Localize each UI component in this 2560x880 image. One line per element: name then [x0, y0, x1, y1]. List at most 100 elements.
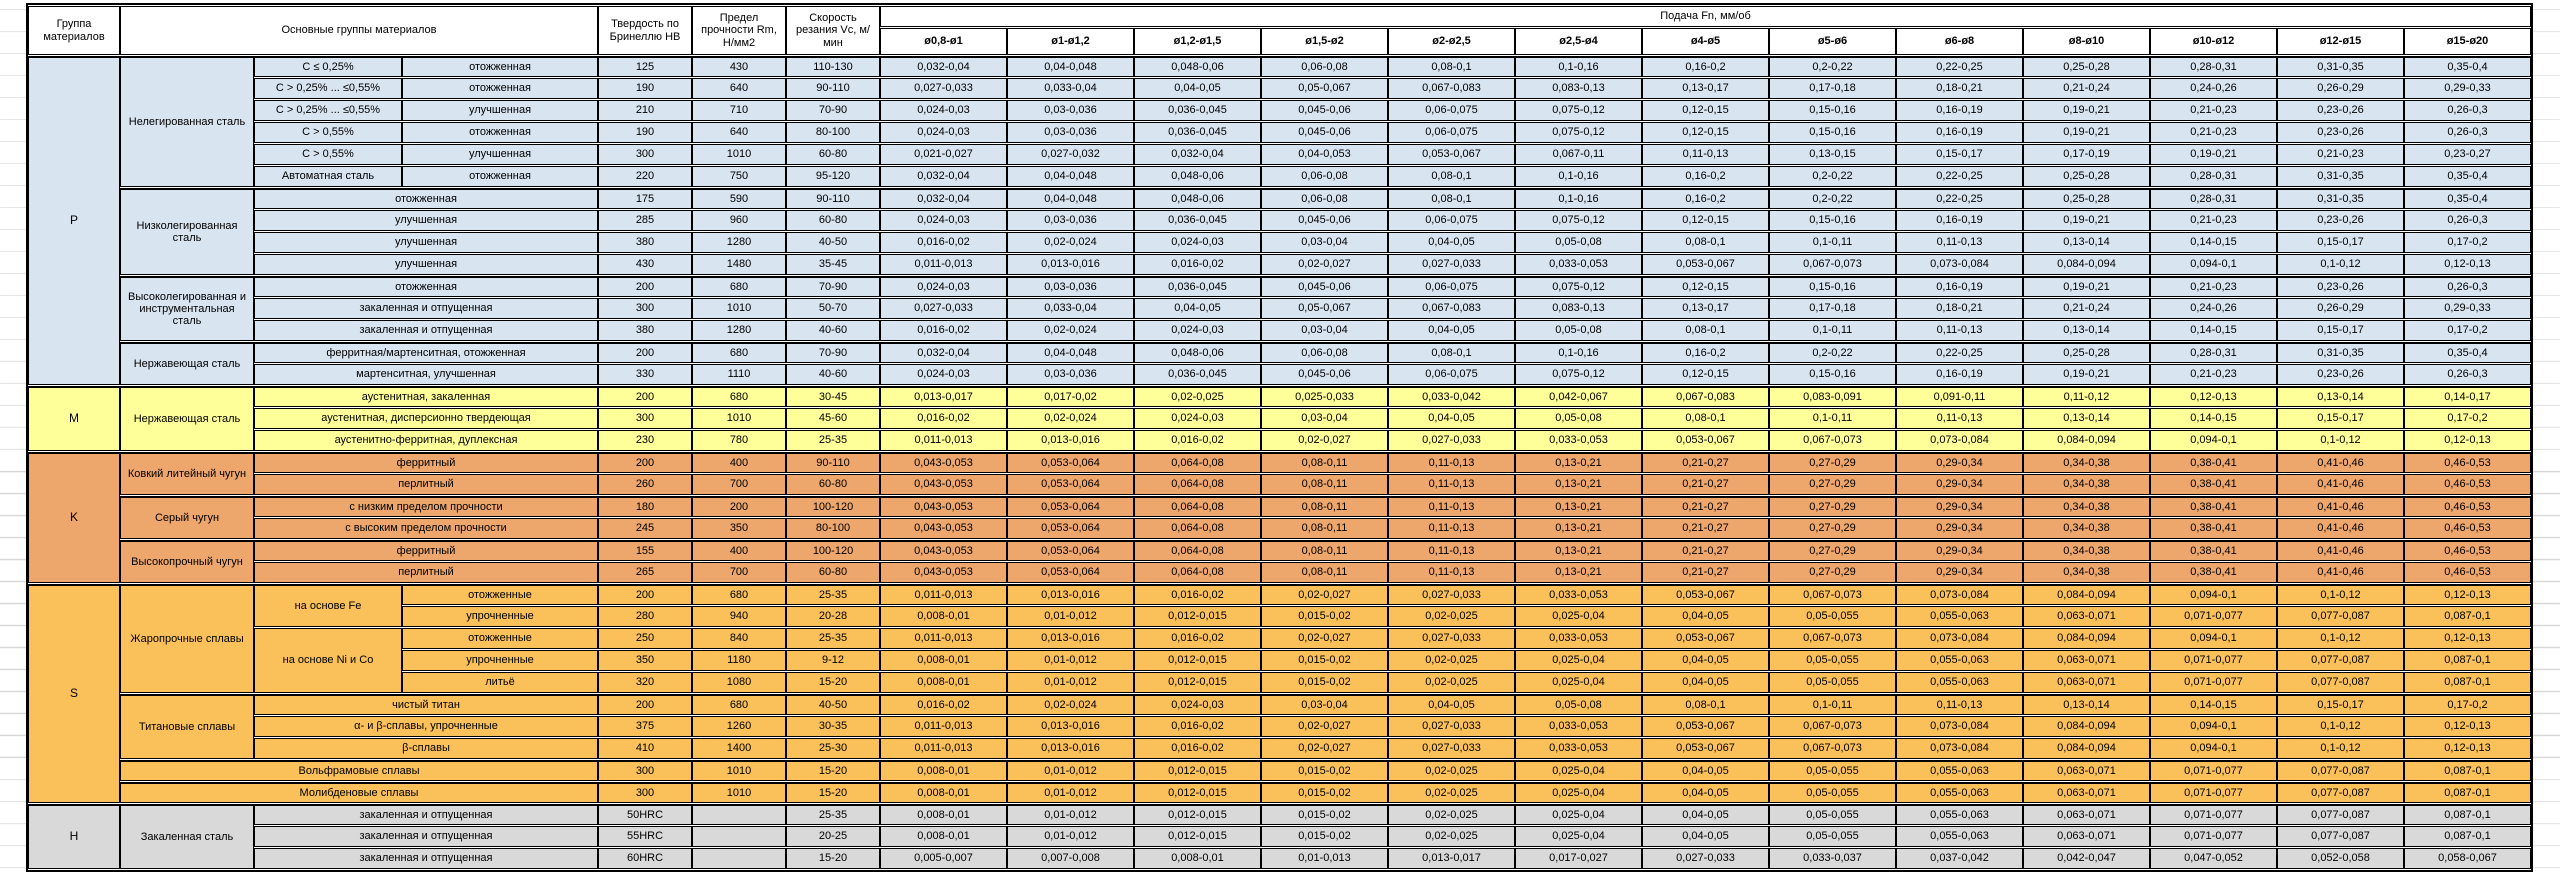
feed-value[interactable]: 0,084-0,094	[2023, 254, 2150, 275]
feed-value[interactable]: 0,02-0,025	[1388, 672, 1515, 693]
feed-value[interactable]: 0,094-0,1	[2150, 738, 2277, 759]
material-state[interactable]: закаленная и отпущенная	[254, 804, 598, 825]
feed-value[interactable]: 0,011-0,013	[880, 430, 1007, 451]
feed-value[interactable]: 0,087-0,1	[2404, 672, 2531, 693]
cutting-speed-value[interactable]: 70-90	[786, 276, 880, 297]
material-subtype[interactable]: C > 0,25% ... ≤0,55%	[254, 78, 402, 99]
strength-value[interactable]: 680	[692, 584, 786, 605]
feed-value[interactable]: 0,012-0,015	[1134, 826, 1261, 847]
feed-value[interactable]: 0,05-0,067	[1261, 298, 1388, 319]
feed-value[interactable]: 0,1-0,11	[1769, 232, 1896, 253]
strength-value[interactable]: 1010	[692, 760, 786, 781]
material-state[interactable]: упрочненные	[402, 650, 598, 671]
feed-diameter-header[interactable]: ø6-ø8	[1896, 28, 2023, 55]
cutting-speed-value[interactable]: 40-60	[786, 320, 880, 341]
feed-value[interactable]: 0,015-0,02	[1261, 782, 1388, 803]
feed-value[interactable]: 0,015-0,02	[1261, 826, 1388, 847]
feed-value[interactable]: 0,013-0,016	[1007, 738, 1134, 759]
feed-value[interactable]: 0,05-0,055	[1769, 650, 1896, 671]
feed-value[interactable]: 0,012-0,015	[1134, 672, 1261, 693]
feed-value[interactable]: 0,043-0,053	[880, 474, 1007, 495]
feed-value[interactable]: 0,15-0,16	[1769, 276, 1896, 297]
feed-value[interactable]: 0,013-0,017	[1388, 848, 1515, 869]
feed-value[interactable]: 0,015-0,02	[1261, 650, 1388, 671]
feed-value[interactable]: 0,01-0,012	[1007, 760, 1134, 781]
feed-value[interactable]: 0,027-0,033	[1388, 584, 1515, 605]
material-family[interactable]: Нержавеющая сталь	[120, 386, 254, 451]
feed-value[interactable]: 0,008-0,01	[880, 760, 1007, 781]
material-family[interactable]: Нержавеющая сталь	[120, 342, 254, 385]
feed-value[interactable]: 0,04-0,05	[1134, 78, 1261, 99]
feed-value[interactable]: 0,016-0,02	[880, 694, 1007, 715]
material-state[interactable]: улучшенная	[402, 100, 598, 121]
feed-value[interactable]: 0,075-0,12	[1515, 100, 1642, 121]
material-family[interactable]: Низколегированная сталь	[120, 188, 254, 275]
feed-value[interactable]: 0,46-0,53	[2404, 540, 2531, 561]
feed-value[interactable]: 0,29-0,34	[1896, 474, 2023, 495]
feed-value[interactable]: 0,02-0,025	[1388, 782, 1515, 803]
material-state[interactable]: отожженные	[402, 628, 598, 649]
feed-value[interactable]: 0,05-0,08	[1515, 320, 1642, 341]
feed-diameter-header[interactable]: ø1-ø1,2	[1007, 28, 1134, 55]
feed-value[interactable]: 0,053-0,067	[1642, 254, 1769, 275]
feed-value[interactable]: 0,08-0,1	[1642, 694, 1769, 715]
feed-value[interactable]: 0,05-0,08	[1515, 694, 1642, 715]
feed-value[interactable]: 0,043-0,053	[880, 452, 1007, 473]
feed-value[interactable]: 0,094-0,1	[2150, 628, 2277, 649]
strength-value[interactable]: 960	[692, 210, 786, 231]
cutting-speed-value[interactable]: 30-45	[786, 386, 880, 407]
hardness-value[interactable]: 60HRC	[598, 848, 692, 869]
feed-value[interactable]: 0,033-0,04	[1007, 298, 1134, 319]
feed-value[interactable]: 0,025-0,033	[1261, 386, 1388, 407]
feed-value[interactable]: 0,073-0,084	[1896, 430, 2023, 451]
feed-value[interactable]: 0,02-0,024	[1007, 694, 1134, 715]
feed-value[interactable]: 0,29-0,34	[1896, 562, 2023, 583]
feed-value[interactable]: 0,21-0,27	[1642, 518, 1769, 539]
feed-value[interactable]: 0,02-0,024	[1007, 320, 1134, 341]
cutting-speed-value[interactable]: 70-90	[786, 342, 880, 363]
feed-value[interactable]: 0,015-0,02	[1261, 672, 1388, 693]
feed-diameter-header[interactable]: ø8-ø10	[2023, 28, 2150, 55]
material-state[interactable]: закаленная и отпущенная	[254, 848, 598, 869]
material-family[interactable]: Серый чугун	[120, 496, 254, 539]
group-column-header[interactable]: Группа материалов	[28, 6, 120, 55]
feed-value[interactable]: 0,29-0,34	[1896, 452, 2023, 473]
feed-value[interactable]: 0,13-0,14	[2023, 694, 2150, 715]
hardness-value[interactable]: 260	[598, 474, 692, 495]
feed-value[interactable]: 0,032-0,04	[880, 166, 1007, 187]
feed-value[interactable]: 0,016-0,02	[1134, 716, 1261, 737]
feed-value[interactable]: 0,01-0,012	[1007, 606, 1134, 627]
feed-value[interactable]: 0,073-0,084	[1896, 584, 2023, 605]
feed-value[interactable]: 0,024-0,03	[1134, 408, 1261, 429]
hardness-value[interactable]: 200	[598, 694, 692, 715]
feed-value[interactable]: 0,024-0,03	[880, 122, 1007, 143]
feed-value[interactable]: 0,048-0,06	[1134, 188, 1261, 209]
material-state[interactable]: аустенитная, закаленная	[254, 386, 598, 407]
feed-value[interactable]: 0,075-0,12	[1515, 276, 1642, 297]
feed-value[interactable]: 0,083-0,13	[1515, 78, 1642, 99]
feed-value[interactable]: 0,055-0,063	[1896, 650, 2023, 671]
feed-value[interactable]: 0,01-0,012	[1007, 782, 1134, 803]
feed-value[interactable]: 0,22-0,25	[1896, 166, 2023, 187]
feed-diameter-header[interactable]: ø1,2-ø1,5	[1134, 28, 1261, 55]
feed-value[interactable]: 0,12-0,15	[1642, 122, 1769, 143]
material-state[interactable]: улучшенная	[402, 144, 598, 165]
material-state[interactable]: отожженная	[402, 78, 598, 99]
feed-value[interactable]: 0,24-0,26	[2150, 298, 2277, 319]
feed-value[interactable]: 0,016-0,02	[880, 232, 1007, 253]
feed-value[interactable]: 0,053-0,067	[1388, 144, 1515, 165]
feed-value[interactable]: 0,067-0,073	[1769, 430, 1896, 451]
feed-value[interactable]: 0,06-0,075	[1388, 210, 1515, 231]
strength-value[interactable]: 1400	[692, 738, 786, 759]
material-state[interactable]: β-сплавы	[254, 738, 598, 759]
feed-value[interactable]: 0,036-0,045	[1134, 100, 1261, 121]
feed-value[interactable]: 0,067-0,11	[1515, 144, 1642, 165]
feed-value[interactable]: 0,1-0,11	[1769, 320, 1896, 341]
feed-value[interactable]: 0,055-0,063	[1896, 760, 2023, 781]
feed-value[interactable]: 0,29-0,33	[2404, 78, 2531, 99]
feed-value[interactable]: 0,21-0,27	[1642, 452, 1769, 473]
feed-value[interactable]: 0,12-0,13	[2150, 386, 2277, 407]
feed-value[interactable]: 0,14-0,15	[2150, 232, 2277, 253]
feed-value[interactable]: 0,025-0,04	[1515, 672, 1642, 693]
hardness-value[interactable]: 330	[598, 364, 692, 385]
